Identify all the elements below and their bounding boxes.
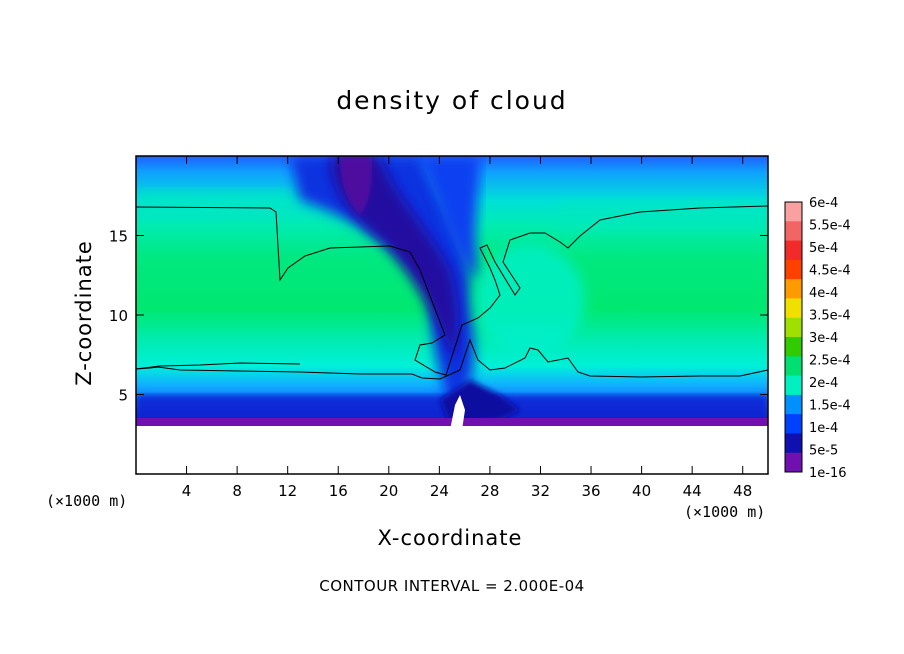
colorbar-label: 5.5e-4: [809, 219, 851, 234]
colorbar-label: 5e-5: [809, 444, 838, 459]
x-unit-label-left: (×1000 m): [46, 492, 128, 510]
colorbar-label: 3.5e-4: [809, 309, 851, 324]
x-tick-label: 4: [182, 482, 192, 500]
x-tick-label: 20: [379, 482, 398, 500]
colorbar-label: 4e-4: [809, 286, 838, 301]
x-tick-label: 48: [733, 482, 752, 500]
colorbar-swatch: [785, 317, 802, 338]
y-tick-label: 15: [109, 228, 128, 246]
x-tick-label: 28: [480, 482, 499, 500]
colorbar-swatch: [785, 221, 802, 242]
colorbar-swatch: [785, 452, 802, 473]
colorbar-swatch: [785, 433, 802, 454]
y-tick-label: 10: [109, 307, 128, 325]
colorbar-label: 2.5e-4: [809, 354, 851, 369]
x-tick-label: 8: [232, 482, 242, 500]
density-field: [136, 156, 768, 474]
x-axis-label: X-coordinate: [377, 526, 523, 550]
colorbar-label: 1e-16: [809, 466, 847, 481]
colorbar-label: 5e-4: [809, 241, 838, 256]
y-tick-label: 5: [118, 387, 128, 405]
colorbar-label: 3e-4: [809, 331, 838, 346]
colorbar-label: 2e-4: [809, 376, 838, 391]
colorbar-swatch: [785, 259, 802, 280]
colorbar-swatch: [785, 356, 802, 377]
colorbar-swatch: [785, 414, 802, 434]
colorbar-label: 4.5e-4: [809, 264, 851, 279]
colorbar-label: 6e-4: [809, 196, 838, 211]
colorbar-swatch: [785, 375, 802, 396]
colorbar-label: 1.5e-4: [809, 399, 851, 414]
colorbar-swatch: [785, 337, 802, 357]
x-tick-label: 32: [531, 482, 550, 500]
chart-title: density of cloud: [336, 86, 568, 115]
colorbar-swatch: [785, 202, 802, 222]
x-tick-label: 36: [581, 482, 600, 500]
contour-interval-note: CONTOUR INTERVAL = 2.000E-04: [319, 577, 585, 595]
x-tick-label: 24: [430, 482, 449, 500]
colorbar-frame: [784, 201, 803, 473]
x-unit-label-right: (×1000 m): [684, 503, 766, 521]
colorbar-label: 1e-4: [809, 421, 838, 436]
x-tick-label: 40: [632, 482, 651, 500]
x-tick-label: 16: [329, 482, 348, 500]
colorbar-swatch: [785, 298, 802, 319]
x-tick-label: 12: [278, 482, 297, 500]
x-tick-label: 44: [683, 482, 702, 500]
colorbar-swatch: [785, 394, 802, 415]
colorbar-swatch: [785, 279, 802, 299]
colorbar-swatch: [785, 240, 802, 261]
